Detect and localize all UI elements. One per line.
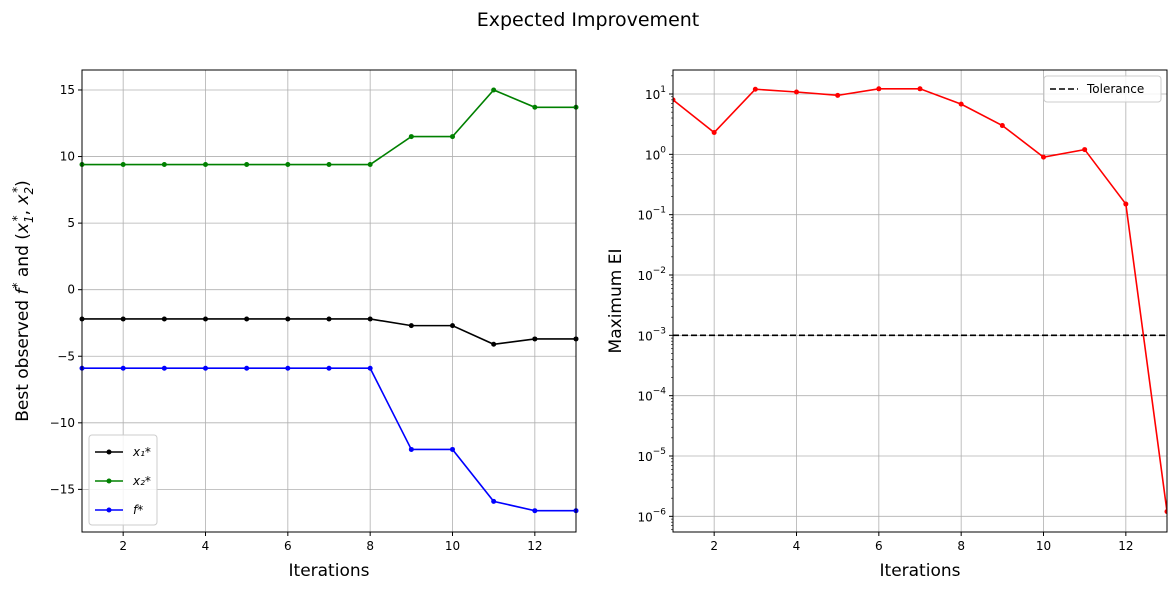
left-series-0-point-8 xyxy=(408,323,414,329)
left-legend-marker-1 xyxy=(106,478,112,484)
right-legend-label: Tolerance xyxy=(1086,82,1144,96)
left-plot: 2 4 6 8 10 12 15 10 5 0 −5 −10 −15 Iterations Best obs… xyxy=(10,69,579,581)
left-series-2-point-8 xyxy=(408,446,414,452)
left-series-2-point-5 xyxy=(285,365,291,371)
left-series-2-point-9 xyxy=(450,446,455,452)
left-series-1-point-5 xyxy=(285,162,291,168)
left-series-0-point-11 xyxy=(532,336,538,342)
right-ytick-label-7: 10−6 xyxy=(637,507,666,524)
left-series-1-point-4 xyxy=(244,162,250,168)
right-series-point-2 xyxy=(752,86,758,92)
left-series-2-point-11 xyxy=(532,508,538,514)
left-xtick-label-5: 12 xyxy=(527,539,542,553)
right-series-point-6 xyxy=(917,86,923,92)
right-ytick-label-4: 10−3 xyxy=(637,326,666,343)
right-series-point-7 xyxy=(958,101,964,107)
right-xlabel: Iterations xyxy=(880,561,961,581)
left-xtick-label-1: 4 xyxy=(202,539,210,553)
left-ylabel: Best observed f* and (x1*, x2*) xyxy=(10,180,36,422)
right-series-point-4 xyxy=(835,92,841,98)
right-xtick-label-5: 12 xyxy=(1118,539,1133,553)
right-series-point-3 xyxy=(794,89,799,95)
right-xtick-label-3: 8 xyxy=(957,539,965,553)
left-series-1-point-2 xyxy=(161,162,167,168)
left-legend-label-0: x₁* xyxy=(132,445,151,459)
right-series-group xyxy=(673,86,1167,515)
left-series-0-point-9 xyxy=(450,323,455,329)
left-series-0-point-6 xyxy=(326,316,332,322)
right-plot: 2 4 6 8 10 12 101 100 10−1 10−2 10−3 10−4 10−5 10−6 It… xyxy=(606,69,1168,581)
right-series-point-0 xyxy=(673,97,676,103)
right-series-line-0 xyxy=(673,87,1167,512)
right-series-point-11 xyxy=(1123,201,1129,207)
right-series-point-9 xyxy=(1041,154,1046,160)
left-xtick-label-3: 8 xyxy=(366,539,374,553)
left-legend-box xyxy=(88,434,158,526)
left-series-2-point-1 xyxy=(120,365,126,371)
right-series-point-12 xyxy=(1164,509,1167,515)
left-ytick-label-6: −15 xyxy=(50,482,75,496)
left-series-2-point-6 xyxy=(326,365,332,371)
right-ytick-label-6: 10−5 xyxy=(637,447,666,464)
left-series-2-point-7 xyxy=(367,365,373,371)
left-ytick-label-5: −10 xyxy=(50,416,75,430)
left-series-1-point-10 xyxy=(491,87,497,93)
left-ytick-label-3: 0 xyxy=(67,283,75,297)
left-series-0-point-7 xyxy=(367,316,373,322)
left-xtick-label-2: 6 xyxy=(284,539,292,553)
left-legend: x₁* x₂* f* xyxy=(88,434,158,526)
right-ytick-label-0: 101 xyxy=(645,85,666,102)
left-xlabel: Iterations xyxy=(289,561,370,581)
left-series-2-point-10 xyxy=(491,498,497,504)
left-series-1-point-1 xyxy=(120,162,126,168)
right-xtick-label-4: 10 xyxy=(1036,539,1051,553)
right-ytick-label-1: 100 xyxy=(645,145,666,162)
left-series-0-point-2 xyxy=(161,316,167,322)
left-series-2-point-2 xyxy=(161,365,167,371)
left-series-1-point-8 xyxy=(408,134,414,140)
left-series-line-0 xyxy=(82,318,576,346)
left-series-1-point-3 xyxy=(203,162,208,168)
left-xtick-label-4: 10 xyxy=(445,539,460,553)
right-xtick-label-2: 6 xyxy=(875,539,883,553)
left-legend-label-1: x₂* xyxy=(132,474,151,488)
right-legend: Tolerance xyxy=(1043,75,1162,103)
left-legend-label-2: f* xyxy=(133,503,143,517)
left-ytick-label-1: 10 xyxy=(60,150,75,164)
left-series-line-1 xyxy=(82,89,576,166)
left-ytick-label-2: 5 xyxy=(67,216,75,230)
left-series-1-point-7 xyxy=(367,162,373,168)
right-xtick-label-0: 2 xyxy=(710,539,718,553)
left-series-0-point-10 xyxy=(491,341,497,347)
left-series-1-point-9 xyxy=(450,134,455,140)
left-ytick-label-4: −5 xyxy=(57,349,75,363)
left-series-2-point-3 xyxy=(203,365,208,371)
left-series-1-point-11 xyxy=(532,104,538,110)
right-series-point-10 xyxy=(1082,147,1088,153)
right-ytick-label-3: 10−2 xyxy=(637,266,666,283)
right-ylabel: Maximum EI xyxy=(606,249,626,354)
left-ytick-label-0: 15 xyxy=(60,83,75,97)
left-series-0-point-1 xyxy=(120,316,126,322)
right-xtick-label-1: 4 xyxy=(793,539,801,553)
right-legend-box xyxy=(1043,75,1162,103)
left-legend-marker-2 xyxy=(106,507,112,513)
right-series-point-5 xyxy=(876,86,882,92)
right-ytick-label-2: 10−1 xyxy=(637,206,666,223)
left-legend-marker-0 xyxy=(106,449,112,455)
left-series-2-point-4 xyxy=(244,365,250,371)
left-series-1-point-6 xyxy=(326,162,332,168)
right-axes-frame xyxy=(672,69,1168,533)
left-series-0-point-5 xyxy=(285,316,291,322)
right-ytick-label-5: 10−4 xyxy=(637,387,666,404)
left-series-0-point-4 xyxy=(244,316,250,322)
figure-title: Expected Improvement xyxy=(477,9,700,31)
left-axes-frame xyxy=(81,69,577,533)
left-xtick-label-0: 2 xyxy=(119,539,127,553)
left-series-0-point-3 xyxy=(203,316,208,322)
right-series-point-8 xyxy=(999,123,1005,129)
right-series-point-1 xyxy=(711,130,717,136)
